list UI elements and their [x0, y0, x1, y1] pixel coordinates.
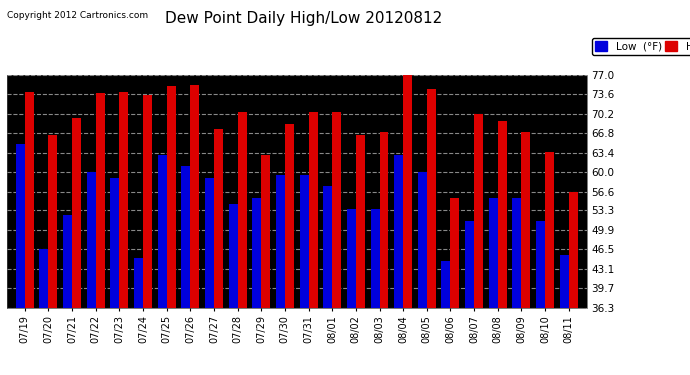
Bar: [513, 198, 522, 308]
Bar: [87, 172, 96, 308]
Bar: [157, 155, 166, 308]
Bar: [356, 135, 365, 308]
Bar: [474, 114, 483, 308]
Bar: [299, 175, 308, 308]
Bar: [569, 192, 578, 308]
Bar: [427, 89, 436, 308]
Bar: [442, 261, 451, 308]
Bar: [143, 95, 152, 308]
Bar: [276, 175, 285, 308]
Bar: [253, 198, 262, 308]
Text: Dew Point Daily High/Low 20120812: Dew Point Daily High/Low 20120812: [165, 11, 442, 26]
Bar: [451, 198, 460, 308]
Bar: [228, 204, 237, 308]
Bar: [394, 155, 403, 308]
Bar: [39, 249, 48, 308]
Bar: [418, 172, 427, 308]
Bar: [48, 135, 57, 308]
Legend: Low  (°F), High  (°F): Low (°F), High (°F): [592, 38, 690, 55]
Bar: [536, 220, 545, 308]
Bar: [545, 152, 554, 308]
Bar: [380, 132, 388, 308]
Bar: [205, 178, 214, 308]
Bar: [332, 112, 341, 308]
Bar: [347, 209, 356, 308]
Bar: [214, 129, 223, 308]
Bar: [371, 209, 380, 308]
Bar: [134, 258, 143, 307]
Bar: [403, 72, 412, 308]
Bar: [560, 255, 569, 308]
Bar: [237, 112, 246, 308]
Bar: [96, 93, 105, 308]
Text: Copyright 2012 Cartronics.com: Copyright 2012 Cartronics.com: [7, 11, 148, 20]
Bar: [16, 144, 25, 308]
Bar: [522, 132, 531, 308]
Bar: [497, 121, 506, 308]
Bar: [63, 215, 72, 308]
Bar: [323, 186, 332, 308]
Bar: [465, 220, 474, 308]
Bar: [72, 118, 81, 308]
Bar: [262, 155, 270, 308]
Bar: [25, 92, 34, 308]
Bar: [181, 166, 190, 308]
Bar: [110, 178, 119, 308]
Bar: [190, 85, 199, 308]
Bar: [489, 198, 497, 308]
Bar: [308, 112, 317, 308]
Bar: [166, 86, 175, 308]
Bar: [119, 92, 128, 308]
Bar: [285, 123, 294, 308]
